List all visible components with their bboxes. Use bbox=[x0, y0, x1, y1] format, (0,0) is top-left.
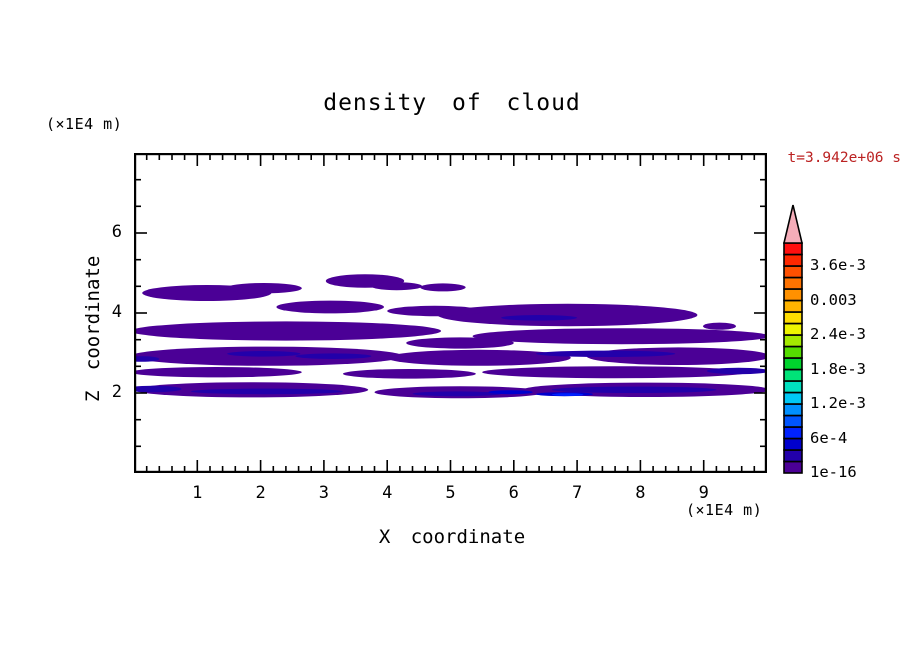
cloud-streak bbox=[406, 337, 514, 349]
colorbar-cell bbox=[783, 437, 803, 451]
colorbar-tick-label: 3.6e-3 bbox=[810, 256, 866, 274]
cloud-streak bbox=[295, 353, 372, 359]
x-tick-label: 3 bbox=[318, 483, 330, 503]
cloud-streak bbox=[703, 322, 736, 330]
contour-plot-canvas bbox=[134, 153, 767, 473]
x-tick-label: 4 bbox=[382, 483, 393, 503]
colorbar-cell bbox=[783, 403, 803, 417]
cloud-streak bbox=[706, 367, 767, 375]
axis-ticks bbox=[136, 155, 765, 471]
cloud-streak bbox=[387, 305, 483, 317]
colorbar-canvas bbox=[782, 204, 804, 474]
cloud-streak bbox=[482, 366, 748, 379]
colorbar-overflow-arrow-icon bbox=[782, 204, 804, 244]
x-tick-label: 6 bbox=[508, 483, 519, 503]
cloud-streak bbox=[488, 390, 533, 395]
colorbar bbox=[779, 198, 811, 480]
x-tick-label: 5 bbox=[445, 483, 456, 503]
cloud-streak bbox=[134, 321, 441, 341]
colorbar-cell bbox=[783, 380, 803, 394]
x-axis-title: X coordinate bbox=[378, 526, 526, 548]
x-tick-label: 9 bbox=[698, 483, 709, 503]
chart-title: density of cloud bbox=[323, 90, 581, 116]
cloud-streak bbox=[134, 356, 160, 362]
cloud-streak bbox=[437, 303, 698, 327]
cloud-streak bbox=[387, 349, 571, 366]
y-axis-title: Z coordinate bbox=[82, 255, 104, 402]
colorbar-cell bbox=[783, 426, 803, 440]
cloud-streak bbox=[551, 393, 584, 396]
y-tick-label: 4 bbox=[111, 302, 122, 322]
cloud-streak bbox=[276, 300, 384, 314]
x-tick-label: 7 bbox=[571, 483, 583, 503]
y-axis-unit-label: (×1E4 m) bbox=[46, 115, 123, 133]
colorbar-cell bbox=[783, 253, 803, 267]
colorbar-cell bbox=[783, 391, 803, 405]
colorbar-cell bbox=[783, 299, 803, 313]
cloud-streak bbox=[134, 385, 182, 393]
colorbar-tick-label: 6e-4 bbox=[810, 428, 848, 447]
x-tick-label: 1 bbox=[192, 483, 203, 503]
colorbar-cell bbox=[783, 311, 803, 325]
cloud-streak bbox=[227, 351, 301, 357]
colorbar-cell bbox=[783, 414, 803, 428]
colorbar-cell bbox=[783, 276, 803, 290]
plot-frame bbox=[134, 153, 767, 473]
colorbar-tick-label: 0.003 bbox=[810, 290, 857, 309]
cloud-streak bbox=[225, 283, 302, 294]
y-tick-label: 6 bbox=[111, 222, 122, 242]
cloud-streak bbox=[536, 350, 676, 357]
x-axis-unit-label: (×1E4 m) bbox=[686, 501, 763, 519]
colorbar-tick-label: 1.2e-3 bbox=[810, 394, 866, 412]
cloud-streak bbox=[371, 282, 422, 291]
plot-area bbox=[134, 153, 767, 473]
cloud-streak bbox=[501, 315, 578, 321]
cloud-streak bbox=[551, 386, 717, 393]
cloud-streak bbox=[472, 328, 767, 345]
cloud-streak bbox=[190, 388, 343, 395]
cloud-streak bbox=[134, 367, 302, 378]
cloud-streak bbox=[412, 391, 502, 397]
colorbar-cell bbox=[783, 460, 803, 474]
cloud-streak bbox=[342, 369, 476, 379]
colorbar-cell bbox=[783, 368, 803, 382]
colorbar-cell bbox=[783, 242, 803, 256]
colorbar-cell bbox=[783, 449, 803, 463]
colorbar-cell bbox=[783, 265, 803, 279]
colorbar-cell bbox=[783, 288, 803, 302]
colorbar-tick-label: 1e-16 bbox=[810, 463, 857, 481]
x-tick-label: 2 bbox=[255, 483, 266, 503]
colorbar-cell bbox=[783, 345, 803, 359]
time-annotation: t=3.942e+06 s bbox=[787, 150, 902, 166]
y-tick-label: 2 bbox=[111, 382, 122, 402]
colorbar-tick-label: 2.4e-3 bbox=[810, 325, 866, 343]
colorbar-cell bbox=[783, 357, 803, 371]
cloud-contours bbox=[134, 274, 767, 399]
colorbar-tick-label: 1.8e-3 bbox=[810, 359, 866, 378]
colorbar-cell bbox=[783, 322, 803, 336]
colorbar-cell bbox=[783, 334, 803, 348]
x-tick-label: 8 bbox=[635, 483, 646, 503]
cloud-streak bbox=[420, 283, 466, 292]
